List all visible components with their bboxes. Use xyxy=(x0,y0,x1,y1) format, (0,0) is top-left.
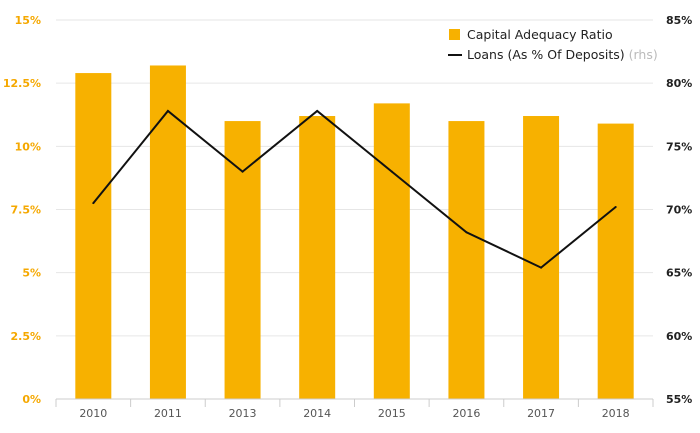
y-right-tick-label: 55% xyxy=(666,393,692,406)
y-left-tick-label: 12.5% xyxy=(3,77,41,90)
y-right-tick-label: 75% xyxy=(666,140,692,153)
line-point xyxy=(316,109,319,112)
bar xyxy=(299,116,336,399)
x-tick-label: 2015 xyxy=(378,407,406,420)
bar xyxy=(224,121,261,400)
y-right-tick-label: 65% xyxy=(666,267,692,280)
legend-label-loans: Loans (As % Of Deposits) (rhs) xyxy=(467,47,658,62)
y-left-tick-label: 2.5% xyxy=(10,330,41,343)
bar xyxy=(597,123,634,400)
line-point xyxy=(540,266,543,269)
line-point xyxy=(166,109,169,112)
line-point xyxy=(614,205,617,208)
line-point xyxy=(92,202,95,205)
line-point xyxy=(241,170,244,173)
legend-swatch-capital-adequacy xyxy=(449,29,460,40)
y-left-tick-label: 10% xyxy=(15,140,41,153)
x-tick-label: 2016 xyxy=(452,407,480,420)
x-tick-label: 2017 xyxy=(527,407,555,420)
y-right-tick-label: 80% xyxy=(666,77,692,90)
x-tick-label: 2013 xyxy=(229,407,257,420)
y-right-tick-label: 60% xyxy=(666,330,692,343)
y-left-tick-label: 0% xyxy=(22,393,41,406)
bar xyxy=(448,121,485,400)
x-tick-label: 2011 xyxy=(154,407,182,420)
legend-label-loans-suffix: (rhs) xyxy=(629,47,658,62)
y-right-tick-label: 85% xyxy=(666,14,692,27)
loans-line xyxy=(92,109,617,269)
y-left-tick-label: 7.5% xyxy=(10,204,41,217)
legend-label-loans-name: Loans (As % Of Deposits) xyxy=(467,47,625,62)
legend-label-capital-adequacy: Capital Adequacy Ratio xyxy=(467,27,613,42)
x-tick-label: 2010 xyxy=(79,407,107,420)
line-series xyxy=(92,109,617,269)
axes: 0% 2.5% 5% 7.5% 10% 12.5% 15% 55% 60% 65% 70% 75% 80… xyxy=(3,14,693,420)
y-right-tick-label: 70% xyxy=(666,204,692,217)
line-point xyxy=(390,170,393,173)
bar-series xyxy=(75,65,634,400)
y-left-tick-label: 15% xyxy=(15,14,41,27)
bar xyxy=(75,73,112,399)
bar xyxy=(149,65,186,399)
gridlines xyxy=(56,19,653,337)
legend: Capital Adequacy Ratio Loans (As % Of De… xyxy=(448,27,658,62)
bar xyxy=(373,103,410,399)
x-tick-label: 2018 xyxy=(602,407,630,420)
y-left-tick-label: 5% xyxy=(22,267,41,280)
line-point xyxy=(465,231,468,234)
x-tick-label: 2014 xyxy=(303,407,331,420)
